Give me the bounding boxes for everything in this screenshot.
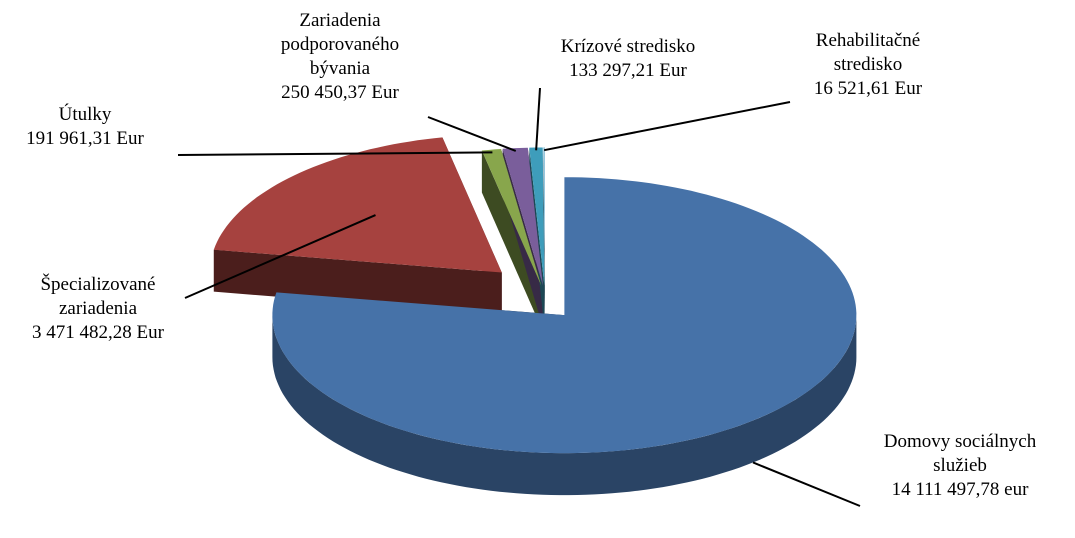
data-label: Útulky 191 961,31 Eur (26, 103, 144, 149)
value-label: 133 297,21 Eur (569, 60, 687, 81)
slice (543, 147, 545, 286)
slice-wall (481, 150, 542, 328)
slice-wall (213, 249, 502, 315)
label-line: Špecializované (40, 273, 155, 295)
data-label: Domovy sociálnych služieb 14 111 497,78 eu… (884, 431, 1037, 500)
label-line: podporovaného (281, 34, 399, 55)
data-label: Zariadenia podporovaného bývania 250 450,37… (281, 10, 400, 103)
value-label: 14 111 497,78 eur (892, 479, 1030, 500)
data-label: Krízové stredisko 133 297,21 Eur (561, 36, 696, 81)
label-line: Krízové stredisko (561, 36, 696, 57)
slice (481, 149, 542, 286)
label-line: Domovy sociálnych (884, 431, 1037, 452)
label-line: Rehabilitačné (816, 30, 920, 51)
slice (529, 147, 545, 286)
value-label: 3 471 482,28 Eur (32, 322, 165, 343)
slice-wall (543, 147, 545, 328)
leader-line (752, 461, 861, 507)
leader-line (427, 116, 517, 152)
data-label: Rehabilitačné stredisko 16 521,61 Eur (814, 30, 923, 99)
slice (272, 177, 857, 454)
label-line: služieb (933, 455, 987, 476)
label-line: zariadenia (59, 298, 138, 319)
label-line: Útulky (59, 103, 112, 125)
label-line: bývania (310, 58, 371, 79)
slice (213, 137, 502, 273)
label-line: Zariadenia (299, 10, 381, 31)
leader-line (535, 87, 541, 151)
value-label: 250 450,37 Eur (281, 82, 399, 103)
value-label: 16 521,61 Eur (814, 78, 923, 99)
value-label: 191 961,31 Eur (26, 128, 144, 149)
label-line: stredisko (834, 54, 903, 75)
slice (502, 147, 543, 286)
leader-line (177, 151, 493, 156)
slice-side (272, 315, 857, 496)
leader-line (543, 101, 791, 152)
data-label: Špecializované zariadenia 3 471 482,28 Eur (32, 273, 165, 343)
leader-line (184, 214, 376, 299)
